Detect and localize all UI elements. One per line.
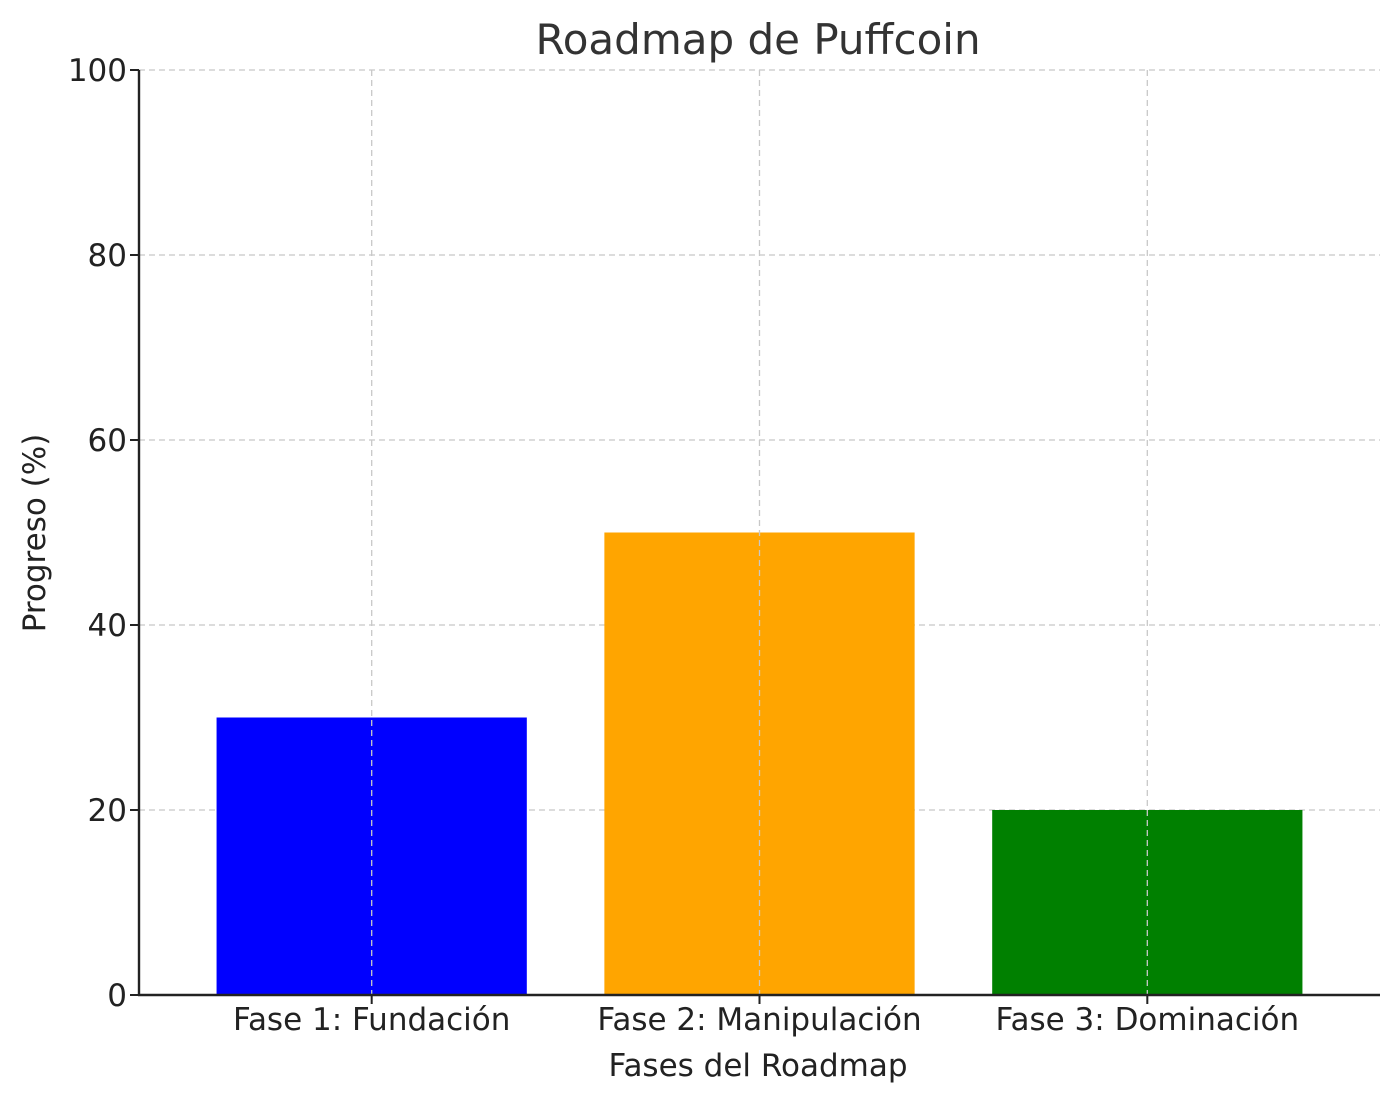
y-tick-label: 0 [107,978,127,1014]
x-axis-label: Fases del Roadmap [608,1048,907,1084]
x-tick-label: Fase 3: Dominación [995,1002,1299,1038]
y-axis-label: Progreso (%) [17,434,53,633]
y-tick-label: 20 [88,793,127,829]
y-tick-label: 40 [88,608,127,644]
x-ticks: Fase 1: Fundación Fase 2: Manipulación Fas… [233,995,1299,1038]
chart-title: Roadmap de Puffcoin [535,15,980,64]
y-tick-label: 100 [68,53,127,89]
y-tick-label: 80 [88,238,127,274]
y-ticks: 0 20 40 60 80 100 [68,53,139,1014]
x-tick-label: Fase 2: Manipulación [597,1002,921,1038]
vertical-grid-lines [371,70,1148,995]
y-tick-label: 60 [88,423,127,459]
x-tick-label: Fase 1: Fundación [233,1002,510,1038]
